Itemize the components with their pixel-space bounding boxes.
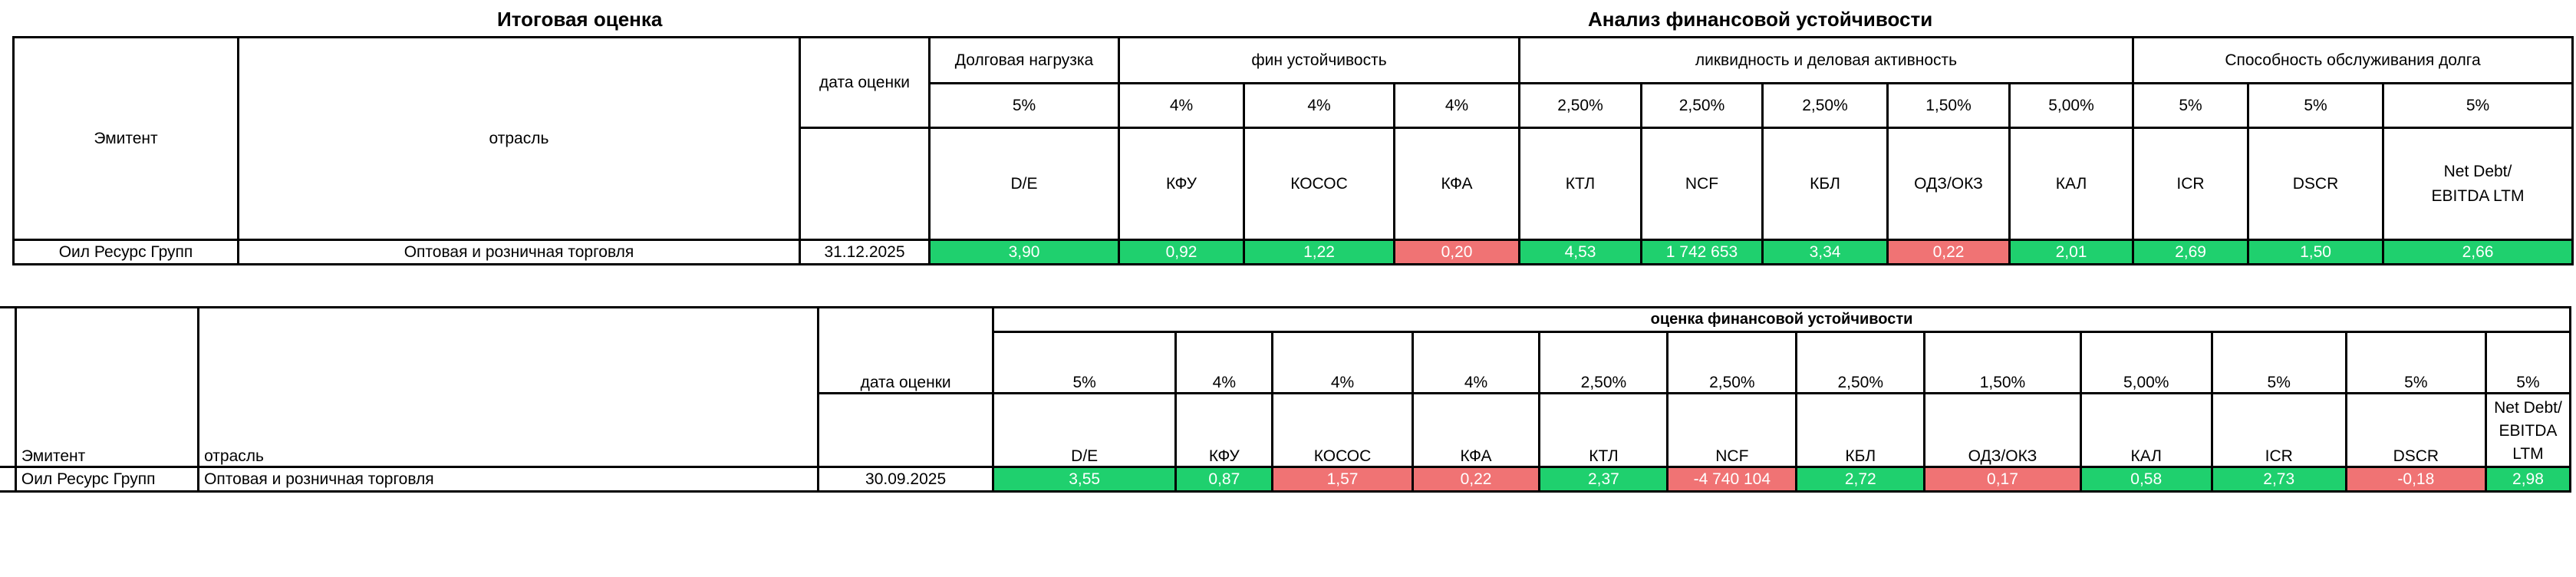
value-cell: 2,37 bbox=[1538, 466, 1669, 493]
value-cell: 3,34 bbox=[1761, 239, 1889, 265]
value-cell: 0,22 bbox=[1886, 239, 2011, 265]
col-header-emitent: Эмитент bbox=[12, 36, 239, 241]
weight-cell: 4% bbox=[1393, 82, 1520, 129]
metric-header: NCF bbox=[1666, 392, 1798, 468]
weight-cell: 4% bbox=[1118, 82, 1245, 129]
group-debt-load: Долговая нагрузка bbox=[928, 36, 1120, 84]
weight-cell: 2,50% bbox=[1538, 331, 1669, 394]
value-cell: 0,92 bbox=[1118, 239, 1245, 265]
value-cell: 2,66 bbox=[2382, 239, 2574, 265]
value-cell: 0,20 bbox=[1393, 239, 1520, 265]
group-fin-stability: оценка финансовой устойчивости bbox=[992, 306, 2571, 333]
value-cell: 0,17 bbox=[1923, 466, 2082, 493]
metric-header: Net Debt/ EBITDA LTM bbox=[2484, 392, 2572, 468]
value-cell: 1,22 bbox=[1243, 239, 1395, 265]
metric-header: D/E bbox=[992, 392, 1178, 468]
table-row: Оил Ресурс Групп Оптовая и розничная тор… bbox=[12, 239, 2574, 265]
analysis-title: Анализ финансовой устойчивости bbox=[1588, 8, 1933, 31]
value-cell: 2,98 bbox=[2484, 466, 2572, 493]
date-cell: 30.09.2025 bbox=[817, 466, 995, 493]
value-cell: 2,69 bbox=[2132, 239, 2249, 265]
value-cell: 0,58 bbox=[2079, 466, 2213, 493]
metric-header: КОСОС bbox=[1271, 392, 1414, 468]
weight-cell: 5% bbox=[2247, 82, 2384, 129]
metric-header: КТЛ bbox=[1518, 127, 1642, 241]
value-cell: 4,53 bbox=[1518, 239, 1642, 265]
weight-cell: 5,00% bbox=[2079, 331, 2213, 394]
weight-cell: 1,50% bbox=[1886, 82, 2011, 129]
metric-header: КБЛ bbox=[1795, 392, 1926, 468]
weight-cell: 5,00% bbox=[2008, 82, 2134, 129]
weight-cell: 1,50% bbox=[1923, 331, 2082, 394]
summary-title: Итоговая оценка bbox=[497, 8, 663, 31]
metric-header: КАЛ bbox=[2079, 392, 2213, 468]
emitent-cell: Оил Ресурс Групп bbox=[12, 239, 239, 265]
metric-header: КОСОС bbox=[1243, 127, 1395, 241]
col-header-date: дата оценки bbox=[817, 306, 995, 394]
weight-cell: 2,50% bbox=[1640, 82, 1764, 129]
weight-cell: 2,50% bbox=[1795, 331, 1926, 394]
group-debt-service: Способность обслуживания долга bbox=[2132, 36, 2574, 84]
weight-cell: 4% bbox=[1243, 82, 1395, 129]
assessment-table-previous: Эмитент отрасль дата оценки оценка финан… bbox=[0, 306, 2572, 493]
weight-cell: 2,50% bbox=[1666, 331, 1798, 394]
group-fin-stability: фин устойчивость bbox=[1118, 36, 1520, 84]
metric-header: КФУ bbox=[1174, 392, 1274, 468]
metric-header: КАЛ bbox=[2008, 127, 2134, 241]
metric-header: DSCR bbox=[2247, 127, 2384, 241]
weight-cell: 5% bbox=[2344, 331, 2487, 394]
metric-header: ОДЗ/ОКЗ bbox=[1886, 127, 2011, 241]
col-header-date: дата оценки bbox=[799, 36, 931, 129]
value-cell: 0,22 bbox=[1411, 466, 1541, 493]
value-cell: -0,18 bbox=[2344, 466, 2487, 493]
metric-header: D/E bbox=[928, 127, 1120, 241]
value-cell: 1,50 bbox=[2247, 239, 2384, 265]
table-row: Оил Ресурс Групп Оптовая и розничная тор… bbox=[0, 466, 2572, 493]
group-liquidity: ликвидность и деловая активность bbox=[1518, 36, 2134, 84]
date-cell: 31.12.2025 bbox=[799, 239, 931, 265]
weight-cell: 5% bbox=[992, 331, 1178, 394]
col-header-date-blank bbox=[817, 392, 995, 468]
col-header-emitent: Эмитент bbox=[14, 306, 200, 467]
value-cell: 1,57 bbox=[1271, 466, 1414, 493]
col-header-industry: отрасль bbox=[197, 306, 820, 467]
assessment-table-current: Эмитент отрасль дата оценки Долговая наг… bbox=[12, 36, 2574, 265]
industry-cell: Оптовая и розничная торговля bbox=[197, 466, 820, 493]
metric-header: NCF bbox=[1640, 127, 1764, 241]
value-cell: 3,55 bbox=[992, 466, 1178, 493]
value-cell: 2,01 bbox=[2008, 239, 2134, 265]
value-cell: -4 740 104 bbox=[1666, 466, 1798, 493]
value-cell: 2,73 bbox=[2210, 466, 2347, 493]
metric-header: КФА bbox=[1393, 127, 1520, 241]
metric-header: КФА bbox=[1411, 392, 1541, 468]
value-cell: 3,90 bbox=[928, 239, 1120, 265]
weight-cell: 5% bbox=[928, 82, 1120, 129]
weight-cell: 5% bbox=[2132, 82, 2249, 129]
emitent-cell: Оил Ресурс Групп bbox=[14, 466, 200, 493]
metric-header: КБЛ bbox=[1761, 127, 1889, 241]
metric-header: КТЛ bbox=[1538, 392, 1669, 468]
metric-header: ICR bbox=[2210, 392, 2347, 468]
col-header-date-blank bbox=[799, 127, 931, 241]
weight-cell: 5% bbox=[2484, 331, 2572, 394]
col-header-industry: отрасль bbox=[237, 36, 801, 241]
weight-cell: 4% bbox=[1411, 331, 1541, 394]
metric-header: ICR bbox=[2132, 127, 2249, 241]
weight-cell: 4% bbox=[1174, 331, 1274, 394]
metric-header: Net Debt/ EBITDA LTM bbox=[2382, 127, 2574, 241]
metric-header: DSCR bbox=[2344, 392, 2487, 468]
value-cell: 2,72 bbox=[1795, 466, 1926, 493]
value-cell: 1 742 653 bbox=[1640, 239, 1764, 265]
weight-cell: 4% bbox=[1271, 331, 1414, 394]
metric-header: ОДЗ/ОКЗ bbox=[1923, 392, 2082, 468]
value-cell: 0,87 bbox=[1174, 466, 1274, 493]
weight-cell: 5% bbox=[2382, 82, 2574, 129]
row-index-cell bbox=[0, 466, 17, 493]
metric-header: КФУ bbox=[1118, 127, 1245, 241]
blank-cell bbox=[0, 306, 17, 467]
weight-cell: 2,50% bbox=[1761, 82, 1889, 129]
industry-cell: Оптовая и розничная торговля bbox=[237, 239, 801, 265]
weight-cell: 5% bbox=[2210, 331, 2347, 394]
weight-cell: 2,50% bbox=[1518, 82, 1642, 129]
